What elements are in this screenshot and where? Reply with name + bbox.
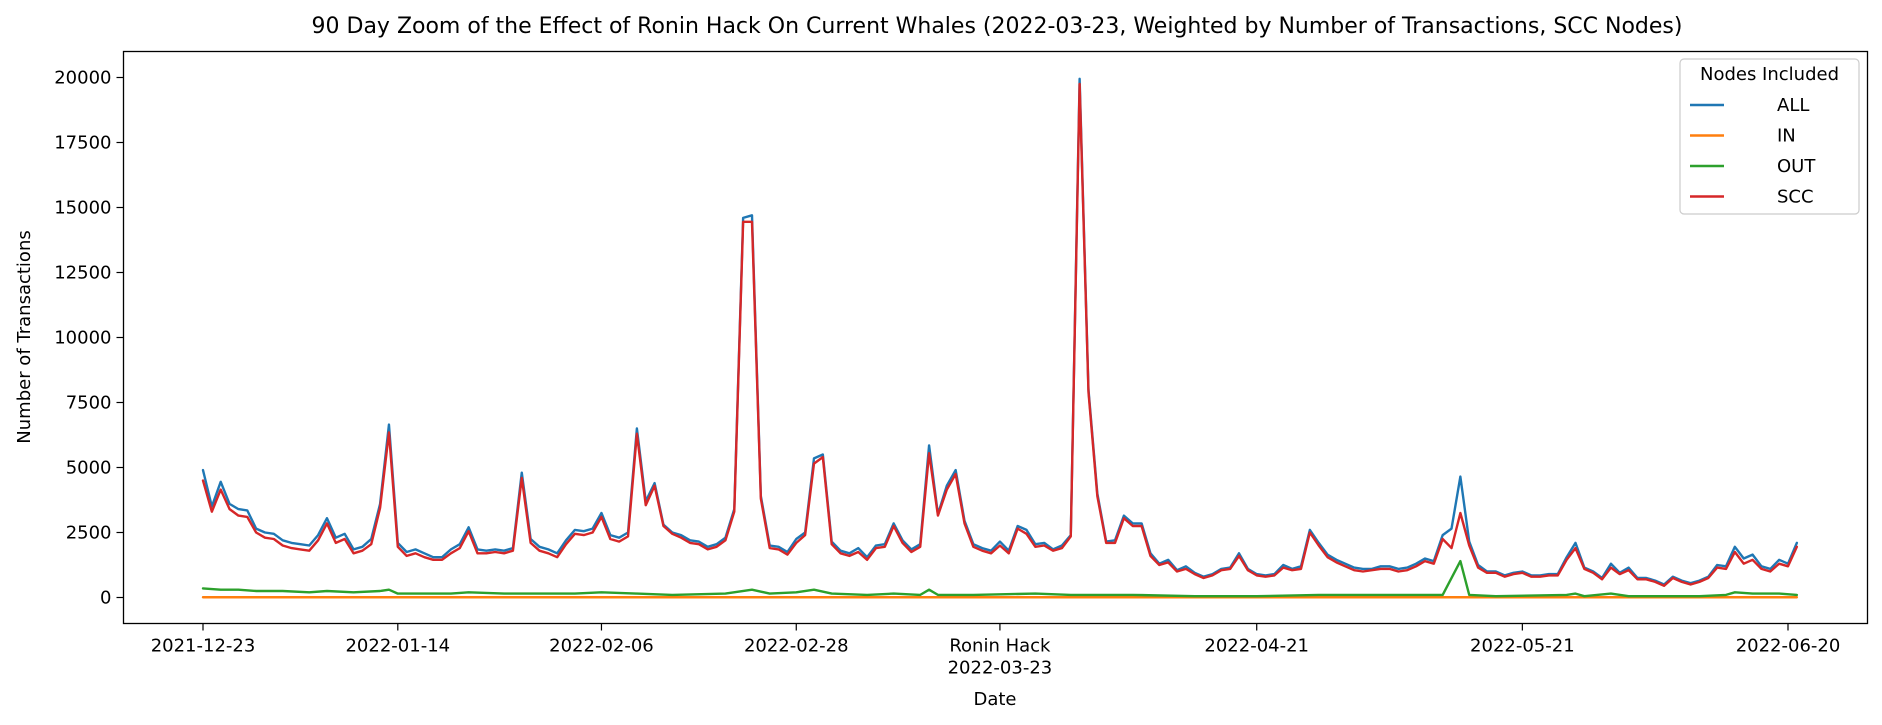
y-tick-label: 10000 [54, 328, 111, 349]
x-tick-label: 2022-04-21 [1204, 636, 1309, 657]
y-tick-label: 2500 [66, 523, 112, 544]
x-axis-label: Date [973, 689, 1016, 710]
x-tick-label: 2022-06-20 [1736, 636, 1841, 657]
legend-box [1679, 58, 1860, 215]
x-axis: 2021-12-23 2022-01-14 2022-02-06 2022-02-28… [151, 623, 1841, 679]
y-tick-label: 7500 [66, 393, 112, 414]
plot-area [201, 77, 1799, 599]
series-line-all [201, 77, 1799, 586]
y-tick-label: 17500 [54, 133, 111, 154]
x-tick-sublabel: 2022-03-23 [948, 658, 1053, 679]
chart-title: 90 Day Zoom of the Effect of Ronin Hack … [312, 14, 1683, 39]
y-tick-label: 15000 [54, 198, 111, 219]
y-tick-label: 12500 [54, 263, 111, 284]
series-line-scc [201, 82, 1799, 587]
y-tick-label: 20000 [54, 68, 111, 89]
y-axis: 0 2500 5000 7500 10000 12500 15000 17500 20000 [54, 68, 124, 609]
x-tick-label: 2022-01-14 [345, 636, 450, 657]
x-tick-label: 2021-12-23 [151, 636, 256, 657]
legend-title: Nodes Included [1700, 64, 1839, 85]
y-tick-label: 0 [100, 588, 111, 609]
legend-items: ALL IN OUT SCC [1690, 95, 1816, 208]
y-axis-label: Number of Transactions [14, 230, 35, 443]
series-line-out [201, 559, 1799, 598]
legend-label-all: ALL [1777, 95, 1809, 116]
axes-frame [122, 50, 1869, 625]
legend-label-out: OUT [1777, 156, 1816, 177]
legend: Nodes Included ALL IN OUT SCC [1679, 58, 1860, 215]
legend-label-scc: SCC [1777, 187, 1814, 208]
x-tick-label: 2022-02-06 [549, 636, 654, 657]
x-tick-label: 2022-05-21 [1470, 636, 1575, 657]
legend-label-in: IN [1777, 126, 1796, 147]
y-tick-label: 5000 [66, 458, 112, 479]
x-tick-label: Ronin Hack [949, 636, 1051, 657]
x-tick-label: 2022-02-28 [744, 636, 849, 657]
